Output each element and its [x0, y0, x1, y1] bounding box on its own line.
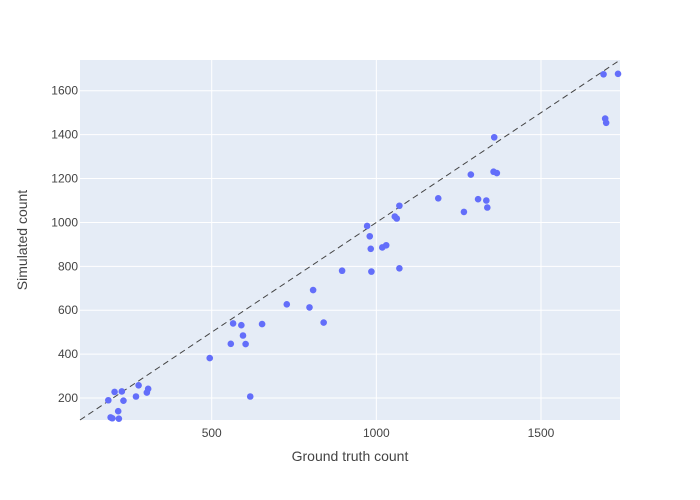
y-axis-title: Simulated count: [14, 190, 30, 291]
data-point: [206, 354, 214, 362]
data-point: [120, 397, 127, 404]
data-point: [474, 195, 482, 203]
data-point: [363, 222, 371, 230]
data-point: [114, 407, 122, 415]
y-tick-label: 1400: [51, 128, 78, 142]
x-tick-label: 500: [202, 426, 222, 440]
data-point: [338, 267, 346, 275]
data-point: [367, 245, 375, 253]
x-axis-title: Ground truth count: [292, 448, 409, 464]
data-point: [283, 301, 291, 308]
x-tick-labels: 500 1000 1500: [202, 426, 555, 440]
data-point: [366, 232, 374, 240]
y-tick-label: 600: [58, 303, 78, 317]
data-point: [118, 388, 126, 395]
data-point: [393, 215, 401, 222]
y-tick-label: 400: [58, 347, 78, 361]
grid: [80, 60, 620, 420]
data-point: [227, 340, 235, 348]
data-point: [484, 204, 491, 211]
data-point: [396, 202, 403, 210]
data-point: [382, 241, 390, 249]
data-point: [108, 414, 116, 422]
data-point: [239, 332, 247, 339]
y-tick-label: 1000: [51, 215, 78, 229]
data-point: [320, 319, 327, 326]
y-tick-label: 1200: [51, 172, 78, 186]
data-point: [602, 119, 610, 127]
data-point: [396, 265, 403, 272]
data-point: [434, 194, 442, 202]
data-point: [483, 197, 490, 204]
data-point: [614, 70, 622, 78]
data-point: [242, 340, 249, 348]
data-point: [493, 169, 501, 177]
y-tick-label: 200: [58, 391, 78, 405]
data-point: [368, 268, 375, 275]
data-point: [490, 133, 498, 141]
data-point: [115, 415, 123, 422]
data-point: [467, 171, 475, 178]
x-tick-label: 1000: [363, 426, 390, 440]
data-point: [460, 208, 468, 216]
data-point: [258, 320, 266, 328]
data-point: [309, 286, 317, 294]
data-point: [135, 382, 142, 389]
data-point: [246, 393, 254, 400]
data-point: [111, 388, 118, 396]
data-point: [132, 393, 140, 400]
reference-line-layer: [79, 59, 621, 421]
data-points: [105, 70, 622, 422]
data-point: [600, 70, 607, 78]
data-point: [144, 385, 152, 393]
data-point: [238, 321, 245, 329]
data-point: [306, 304, 313, 311]
data-point: [229, 320, 237, 327]
x-tick-label: 1500: [528, 426, 555, 440]
reference-line: [79, 59, 621, 421]
y-tick-label: 1600: [51, 84, 78, 98]
data-point: [105, 396, 112, 404]
y-tick-labels: 200 400 600 800 1000 1200 1400 1600: [51, 84, 78, 405]
y-tick-label: 800: [58, 259, 78, 273]
